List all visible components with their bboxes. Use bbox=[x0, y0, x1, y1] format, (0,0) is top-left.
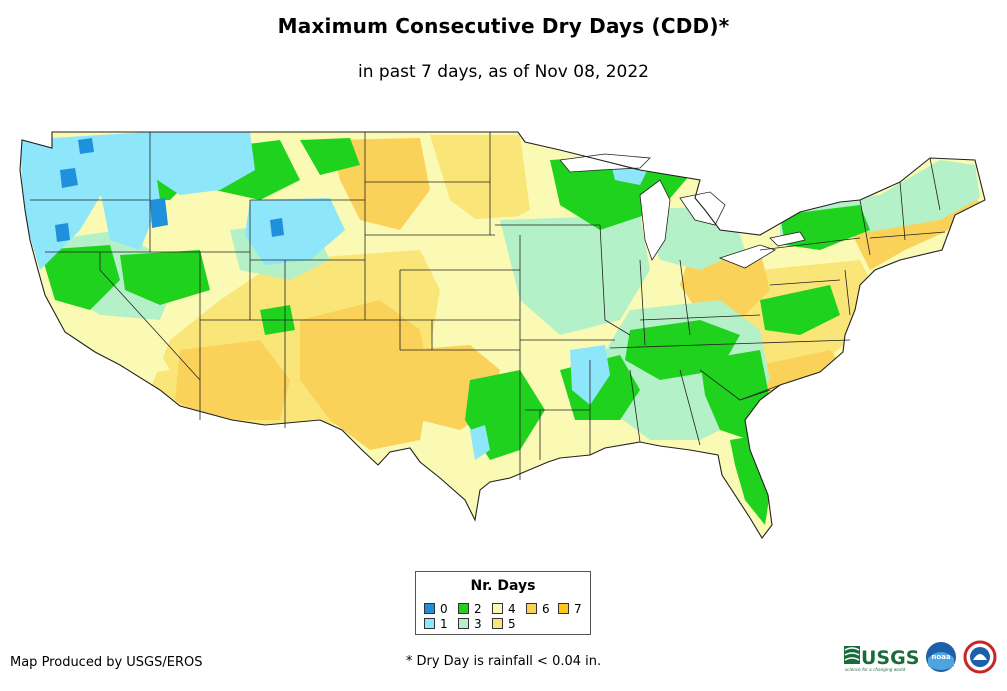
legend-item-4: 4 bbox=[492, 603, 516, 615]
legend-swatch-6 bbox=[526, 603, 537, 614]
legend-label-7: 7 bbox=[574, 602, 582, 616]
noaa-logo: noaa bbox=[926, 642, 956, 672]
legend-title: Nr. Days bbox=[470, 578, 536, 594]
legend-swatch-0 bbox=[424, 603, 435, 614]
legend-swatch-3 bbox=[458, 618, 469, 629]
legend-label-4: 4 bbox=[508, 602, 516, 616]
great-lakes bbox=[559, 153, 806, 269]
usgs-logo: USGS science for a changing world bbox=[844, 646, 919, 672]
legend-swatch-2 bbox=[458, 603, 469, 614]
legend-item-5: 5 bbox=[492, 618, 516, 630]
noaa-logo-text: noaa bbox=[931, 653, 951, 661]
map-subtitle: in past 7 days, as of Nov 08, 2022 bbox=[358, 62, 649, 82]
dry-day-footnote: * Dry Day is rainfall < 0.04 in. bbox=[405, 654, 602, 669]
usgs-logo-text: USGS bbox=[861, 647, 919, 669]
legend-label-3: 3 bbox=[474, 617, 482, 631]
legend-item-0: 0 bbox=[424, 603, 448, 615]
legend-label-5: 5 bbox=[508, 617, 516, 631]
legend-label-1: 1 bbox=[440, 617, 448, 631]
usgs-tagline: science for a changing world bbox=[845, 667, 906, 672]
legend-swatch-4 bbox=[492, 603, 503, 614]
agency-logos: USGS science for a changing world noaa bbox=[844, 640, 997, 674]
legend-item-2: 2 bbox=[458, 603, 482, 615]
cdd-map bbox=[19, 131, 986, 539]
map-credit: Map Produced by USGS/EROS bbox=[10, 655, 203, 670]
legend-label-0: 0 bbox=[440, 602, 448, 616]
legend-item-6: 6 bbox=[526, 603, 550, 615]
legend-swatch-5 bbox=[492, 618, 503, 629]
legend-label-2: 2 bbox=[474, 602, 482, 616]
nws-logo bbox=[963, 640, 997, 674]
state-borders bbox=[19, 131, 986, 539]
legend-item-3: 3 bbox=[458, 618, 482, 630]
legend: Nr. Days 0 2 4 6 7 1 3 5 bbox=[415, 571, 591, 635]
map-title: Maximum Consecutive Dry Days (CDD)* bbox=[277, 14, 730, 38]
legend-item-7: 7 bbox=[558, 603, 582, 615]
legend-label-6: 6 bbox=[542, 602, 550, 616]
legend-item-1: 1 bbox=[424, 618, 448, 630]
legend-swatch-7 bbox=[558, 603, 569, 614]
legend-swatch-1 bbox=[424, 618, 435, 629]
